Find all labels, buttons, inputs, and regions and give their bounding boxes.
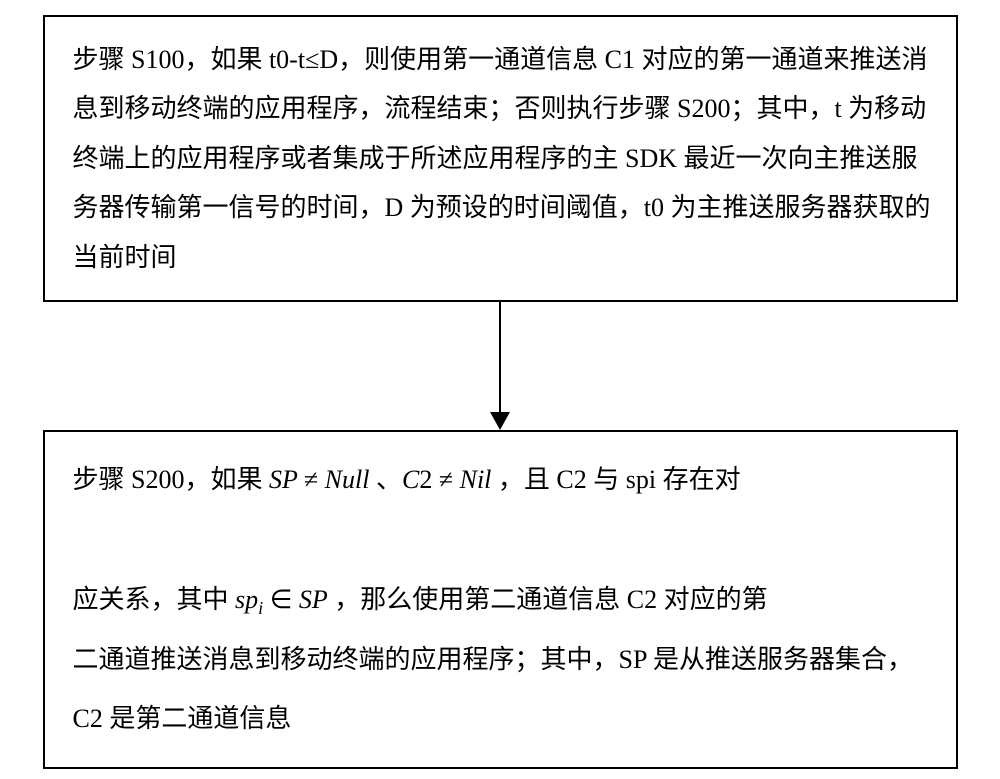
s200-tail: 二通道推送消息到移动终端的应用程序；其中，SP 是从推送服务器集合，C2 是第二…	[73, 645, 913, 734]
expr-sp-neq-null: SP ≠ Null	[269, 465, 370, 494]
s200-mid1: ，且 C2 与 spi 存在对	[491, 465, 740, 494]
expr-c2-neq-nil: C2 ≠ Nil	[402, 465, 491, 494]
s200-prefix: 步骤 S200，如果	[73, 465, 269, 494]
flow-step-s200: 步骤 S200，如果 SP ≠ Null 、C2 ≠ Nil ，且 C2 与 s…	[43, 430, 958, 769]
s200-sep1: 、	[369, 465, 402, 494]
flow-step-s100: 步骤 S100，如果 t0-t≤D，则使用第一通道信息 C1 对应的第一通道来推…	[43, 15, 958, 302]
arrow-line	[499, 302, 501, 412]
flow-arrow	[490, 302, 510, 430]
expr-spi-in-sp: spi ∈ SP	[235, 585, 328, 614]
s200-mid2: ，那么使用第二通道信息 C2 对应的第	[328, 585, 768, 614]
arrow-head-icon	[490, 412, 510, 430]
s200-line2-prefix: 应关系，其中	[73, 585, 236, 614]
step-s100-text: 步骤 S100，如果 t0-t≤D，则使用第一通道信息 C1 对应的第一通道来推…	[73, 45, 931, 272]
